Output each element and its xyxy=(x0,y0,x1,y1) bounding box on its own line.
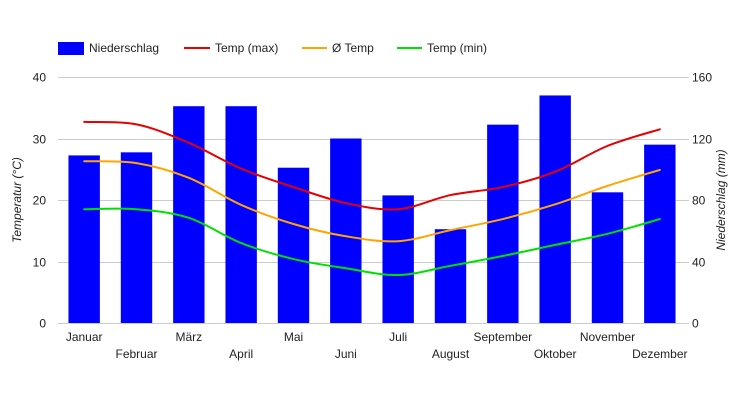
avg-temp-point xyxy=(239,202,244,207)
temp-max-point xyxy=(82,119,87,124)
right-tick-label: 160 xyxy=(692,71,712,85)
avg-temp-point xyxy=(657,167,662,172)
niederschlag-bar xyxy=(382,195,414,323)
niederschlag-bar xyxy=(330,138,362,323)
legend-label-temp-max: Temp (max) xyxy=(215,41,278,55)
temp-min-point xyxy=(553,242,558,247)
x-axis-labels: Januar Februar März April Mai Juni Juli AugustS… xyxy=(66,330,688,361)
legend-item-niederschlag[interactable]: Niederschlag xyxy=(58,41,159,55)
x-tick-label: März xyxy=(175,330,202,344)
niederschlag-bar xyxy=(487,124,519,323)
temp-max-point xyxy=(291,185,296,190)
temperature-lines xyxy=(82,119,662,278)
right-tick-label: 40 xyxy=(692,256,706,270)
left-tick-label: 20 xyxy=(33,194,47,208)
left-tick-label: 10 xyxy=(33,256,47,270)
avg-temp-point xyxy=(396,239,401,244)
legend-label-temp-avg: Ø Temp xyxy=(332,41,374,55)
x-tick-label: November xyxy=(580,330,635,344)
temp-min-line xyxy=(83,207,661,277)
avg-temp-point xyxy=(186,175,191,180)
legend: Niederschlag Temp (max) Ø Temp Temp (min… xyxy=(58,41,487,55)
x-tick-label: Oktober xyxy=(534,347,577,361)
y-axis-title-right: Niederschlag (mm) xyxy=(714,149,728,250)
temp-max-point xyxy=(134,122,139,127)
temp-min-point xyxy=(186,215,191,220)
niederschlag-bar xyxy=(120,152,153,323)
right-tick-label: 120 xyxy=(692,133,712,147)
left-tick-label: 30 xyxy=(33,133,47,147)
x-tick-label: April xyxy=(229,347,253,361)
niederschlag-bar xyxy=(277,167,310,323)
temp-min-point xyxy=(239,241,244,246)
temp-max-point xyxy=(605,143,610,148)
temp-min-point xyxy=(448,263,453,268)
x-tick-label: Januar xyxy=(66,330,103,344)
left-tick-label: 0 xyxy=(39,317,46,331)
right-tick-label: 0 xyxy=(692,317,699,331)
right-tick-label: 80 xyxy=(692,194,706,208)
left-axis-ticks: 0 10 20 30 40 xyxy=(33,71,47,331)
precipitation-bars xyxy=(68,95,676,324)
x-tick-label: Februar xyxy=(115,347,157,361)
niederschlag-bar xyxy=(68,155,100,323)
temp-min-point xyxy=(343,266,348,271)
temp-max-point xyxy=(500,185,505,190)
legend-item-temp-min[interactable]: Temp (min) xyxy=(397,41,487,55)
avg-temp-line xyxy=(83,160,661,243)
temp-max-point xyxy=(239,166,244,171)
x-tick-label: Juni xyxy=(335,347,357,361)
gridlines xyxy=(58,77,689,324)
temp-max-line xyxy=(83,120,661,211)
y-axis-title-left: Temperatur (°C) xyxy=(10,157,24,243)
avg-temp-point xyxy=(291,221,296,226)
legend-label-niederschlag: Niederschlag xyxy=(89,41,159,55)
temp-max-point xyxy=(186,140,191,145)
niederschlag-bar xyxy=(225,106,257,324)
temp-min-point xyxy=(291,257,296,262)
temp-max-point xyxy=(657,127,662,132)
x-tick-label: August xyxy=(432,347,470,361)
legend-swatch-niederschlag xyxy=(58,42,84,55)
x-tick-label: Dezember xyxy=(632,347,687,361)
temp-max-point xyxy=(553,169,558,174)
legend-item-temp-avg[interactable]: Ø Temp xyxy=(302,41,374,55)
x-tick-label: September xyxy=(473,330,532,344)
avg-temp-point xyxy=(82,159,87,164)
avg-temp-point xyxy=(343,234,348,239)
temp-max-point xyxy=(396,207,401,212)
niederschlag-bar xyxy=(539,95,571,323)
x-tick-label: Juli xyxy=(389,330,407,344)
legend-label-temp-min: Temp (min) xyxy=(427,41,487,55)
temp-min-point xyxy=(396,273,401,278)
left-tick-label: 40 xyxy=(33,71,47,85)
niederschlag-bar xyxy=(434,229,467,323)
avg-temp-point xyxy=(448,228,453,233)
temp-min-point xyxy=(82,207,87,212)
temp-min-point xyxy=(134,207,139,212)
temp-min-point xyxy=(500,253,505,258)
avg-temp-point xyxy=(500,217,505,222)
legend-item-temp-max[interactable]: Temp (max) xyxy=(184,41,278,55)
niederschlag-bar xyxy=(644,144,676,323)
avg-temp-point xyxy=(605,183,610,188)
x-tick-label: Mai xyxy=(284,330,303,344)
temp-min-point xyxy=(605,231,610,236)
temp-max-point xyxy=(448,193,453,198)
temp-min-point xyxy=(657,217,662,222)
avg-temp-point xyxy=(134,161,139,166)
temp-max-point xyxy=(343,201,348,206)
niederschlag-bar xyxy=(591,192,624,323)
avg-temp-point xyxy=(553,202,558,207)
right-axis-ticks: 0 40 80 120 160 xyxy=(692,71,712,331)
